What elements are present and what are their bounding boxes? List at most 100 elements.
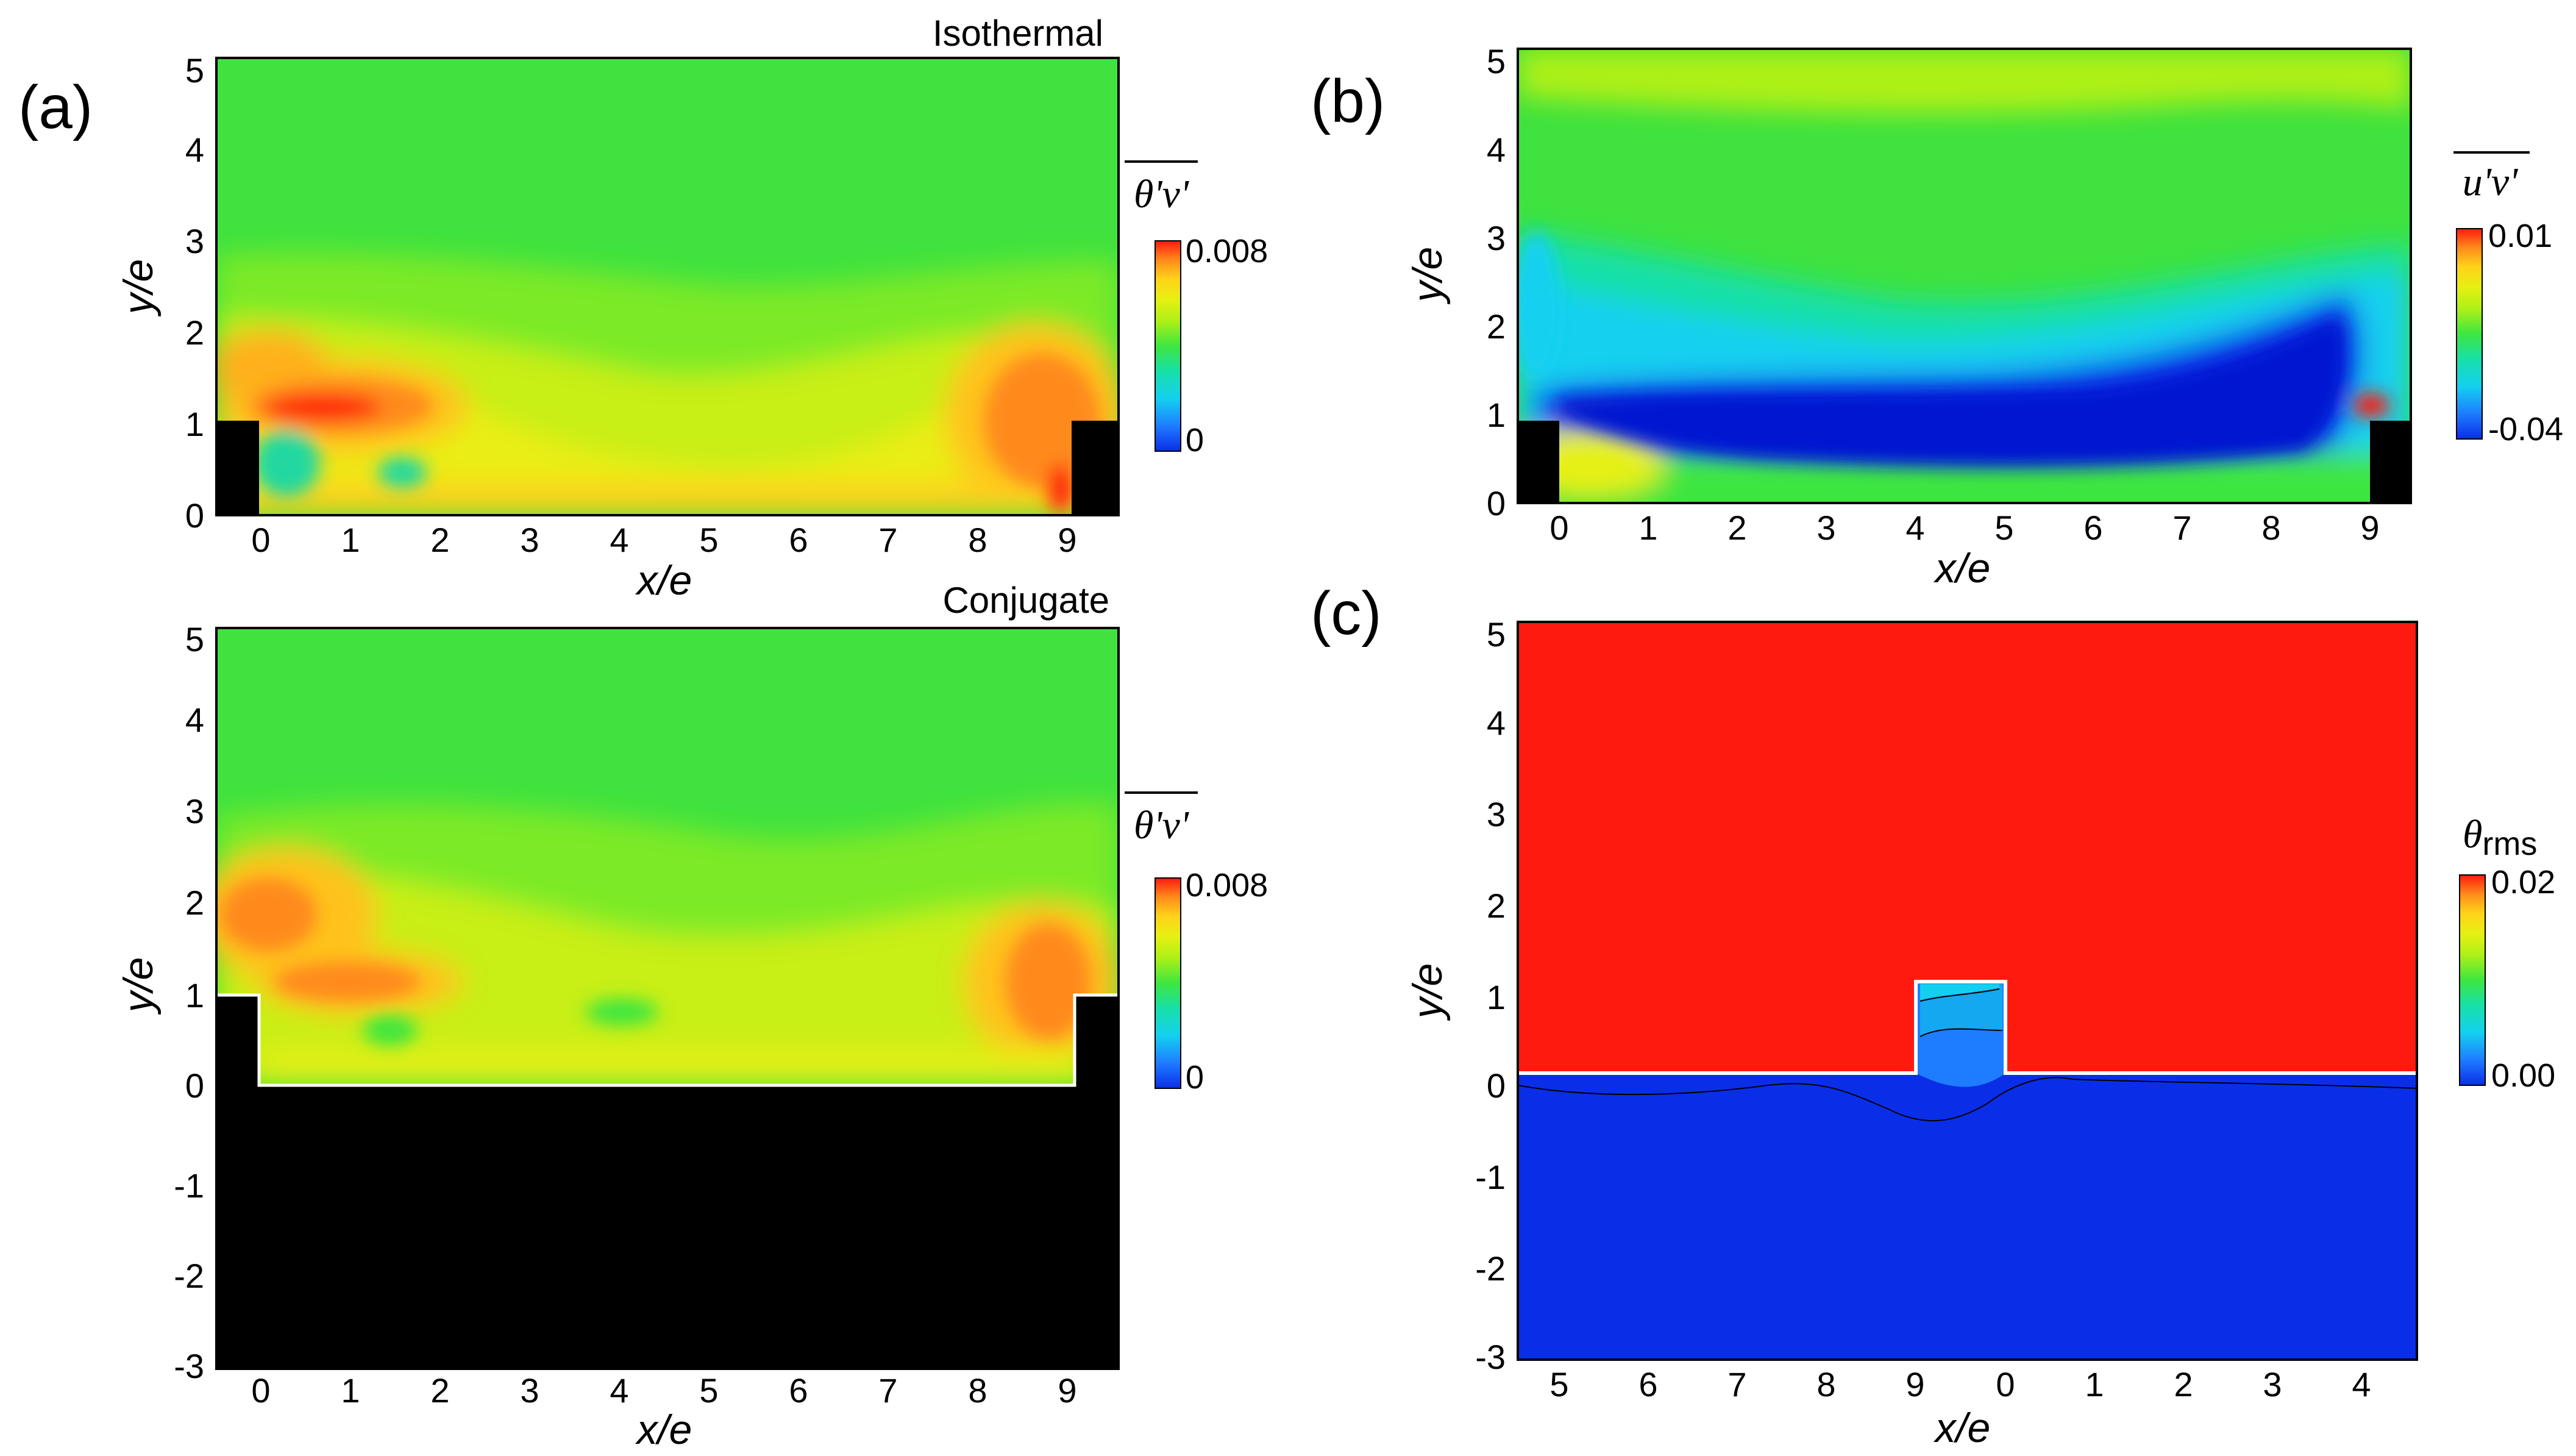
y-axis-label: y/e — [115, 957, 162, 1015]
x-axis-label: x/e — [1934, 545, 1991, 591]
panel-label-c: (c) — [1311, 579, 1382, 648]
plot-b: 0 1 2 3 4 5 y/e 0 1 2 3 4 5 6 7 8 9 x/e … — [1404, 42, 2563, 591]
y-tick: 2 — [1487, 887, 1506, 925]
colorbar-min: 0 — [1186, 422, 1204, 459]
x-tick: 3 — [520, 1371, 539, 1410]
y-tick: 3 — [1487, 795, 1506, 833]
x-tick: 8 — [968, 521, 987, 559]
colorbar-min: 0.00 — [2491, 1057, 2555, 1094]
x-tick: 7 — [1727, 1365, 1746, 1404]
x-tick: 9 — [1905, 1365, 1924, 1404]
y-tick: -1 — [1475, 1158, 1506, 1196]
y-tick: 4 — [1487, 704, 1506, 742]
x-tick: 1 — [341, 1371, 360, 1410]
x-tick: 6 — [2083, 509, 2102, 547]
y-axis-label: y/e — [115, 259, 162, 317]
y-axis-b: 0 1 2 3 4 5 y/e — [1404, 42, 1506, 523]
x-tick: 5 — [1994, 509, 2013, 547]
x-tick: 5 — [699, 1371, 718, 1410]
y-tick: 0 — [1487, 484, 1506, 523]
colorbar-min: -0.04 — [2488, 411, 2563, 448]
colorbar-title: θrms — [2463, 812, 2537, 862]
y-tick: 5 — [185, 51, 204, 90]
x-axis-b: 0 1 2 3 4 5 6 7 8 9 x/e — [1550, 509, 2379, 591]
x-tick: 6 — [1638, 1365, 1657, 1404]
x-tick: 7 — [878, 521, 897, 559]
y-axis-label: y/e — [1404, 247, 1451, 305]
colorbar-title-main: θ — [2463, 812, 2482, 857]
x-tick: 3 — [520, 521, 539, 559]
x-tick: 7 — [878, 1371, 897, 1410]
x-axis-label: x/e — [1934, 1405, 1991, 1451]
y-tick: -2 — [1475, 1249, 1506, 1288]
colorbar-gradient — [2459, 874, 2486, 1086]
x-tick: 3 — [1816, 509, 1835, 547]
x-tick: 4 — [610, 1371, 628, 1410]
x-tick: 4 — [1905, 509, 1924, 547]
y-tick: 4 — [1487, 130, 1506, 169]
y-tick: 2 — [1487, 307, 1506, 346]
colorbar-c: θrms 0.02 0.00 — [2459, 812, 2555, 1094]
x-tick: 2 — [2174, 1365, 2193, 1404]
x-tick: 8 — [2261, 509, 2280, 547]
plot-a-conjugate: Conjugate -3 — [115, 580, 1268, 1453]
x-tick: 1 — [1638, 509, 1657, 547]
contour-field-a-bottom — [216, 628, 1119, 1369]
y-tick: 0 — [1487, 1066, 1506, 1105]
y-tick: -1 — [174, 1166, 204, 1205]
x-tick: 4 — [2352, 1365, 2371, 1404]
colorbar-gradient — [2456, 228, 2483, 440]
y-tick: 3 — [1487, 219, 1506, 257]
y-axis-c: -3 -2 -1 0 1 2 3 4 5 y/e — [1404, 615, 1506, 1376]
x-tick: 2 — [1727, 509, 1746, 547]
colorbar-title-sub: rms — [2482, 826, 2537, 862]
y-tick: 5 — [1487, 615, 1506, 654]
y-tick: 3 — [185, 792, 204, 830]
colorbar-title: θ'v' — [1134, 172, 1190, 216]
y-tick: 2 — [185, 313, 204, 352]
x-tick: 1 — [2085, 1365, 2104, 1404]
contour-field-b — [1518, 49, 2411, 503]
y-tick: -3 — [1475, 1338, 1506, 1376]
colorbar-a-top: θ'v' 0.008 0 — [1125, 160, 1268, 459]
contour-field-c — [1518, 622, 2417, 1360]
x-tick: 6 — [789, 521, 808, 559]
y-tick: 0 — [185, 496, 204, 535]
y-axis-label: y/e — [1404, 963, 1451, 1021]
y-tick: 1 — [185, 405, 204, 443]
plot-c: -3 -2 -1 0 1 2 3 4 5 y/e 5 6 7 8 9 0 1 2… — [1404, 615, 2555, 1451]
colorbar-min: 0 — [1186, 1059, 1204, 1096]
y-tick: 3 — [185, 222, 204, 260]
x-tick: 0 — [1550, 509, 1568, 547]
y-tick: 1 — [185, 976, 204, 1015]
x-tick: 0 — [1996, 1365, 2015, 1404]
y-tick: 0 — [185, 1066, 204, 1105]
colorbar-max: 0.01 — [2488, 218, 2552, 254]
y-tick: 5 — [185, 620, 204, 658]
colorbar-max: 0.008 — [1186, 867, 1268, 904]
y-axis-a-top: 0 1 2 3 4 5 y/e — [115, 51, 204, 535]
subtitle-isothermal: Isothermal — [933, 13, 1103, 54]
colorbar-max: 0.02 — [2491, 864, 2555, 901]
y-tick: 1 — [1487, 978, 1506, 1016]
colorbar-max: 0.008 — [1186, 233, 1268, 269]
colorbar-b: u'v' 0.01 -0.04 — [2453, 151, 2563, 448]
x-tick: 9 — [1058, 1371, 1076, 1410]
y-tick: -3 — [174, 1347, 204, 1385]
x-tick: 7 — [2172, 509, 2191, 547]
panel-label-b: (b) — [1311, 67, 1385, 135]
subtitle-conjugate: Conjugate — [942, 580, 1109, 621]
x-axis-a-bottom: 0 1 2 3 4 5 6 7 8 9 x/e — [251, 1371, 1076, 1453]
x-tick: 9 — [1058, 521, 1076, 559]
x-tick: 8 — [968, 1371, 987, 1410]
y-tick: -2 — [174, 1257, 204, 1295]
x-axis-c: 5 6 7 8 9 0 1 2 3 4 x/e — [1550, 1365, 2371, 1451]
x-axis-label: x/e — [635, 1407, 692, 1453]
x-axis-label: x/e — [635, 557, 692, 604]
x-tick: 4 — [610, 521, 628, 559]
x-tick: 6 — [789, 1371, 808, 1410]
x-tick: 0 — [251, 521, 270, 559]
y-tick: 4 — [185, 130, 204, 169]
x-tick: 0 — [251, 1371, 270, 1410]
